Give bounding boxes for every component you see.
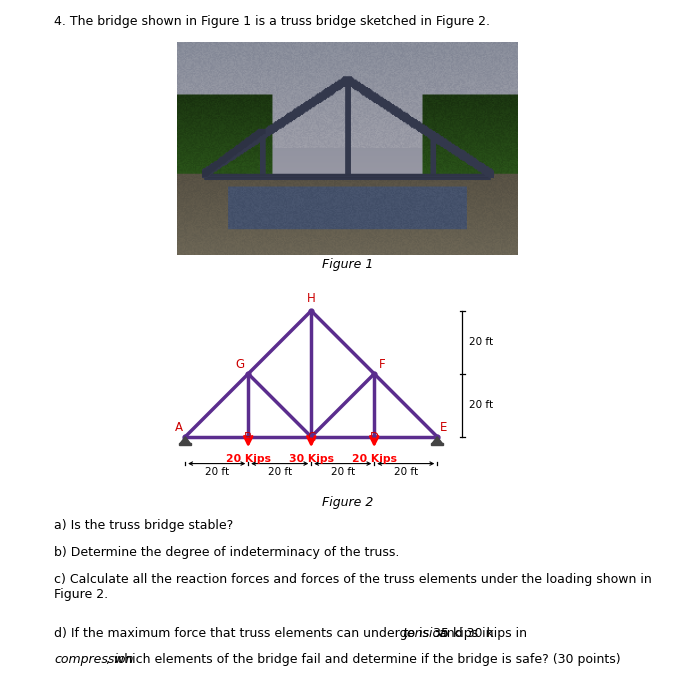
Text: 30 Kips: 30 Kips	[288, 454, 334, 464]
Text: d) If the maximum force that truss elements can undergo is 35 kips in: d) If the maximum force that truss eleme…	[54, 626, 498, 640]
Polygon shape	[432, 437, 442, 443]
Text: 20 ft: 20 ft	[204, 468, 229, 477]
Text: 20 ft: 20 ft	[468, 400, 493, 410]
Polygon shape	[431, 443, 443, 445]
Text: 20 ft: 20 ft	[331, 468, 354, 477]
Text: 20 Kips: 20 Kips	[352, 454, 397, 464]
Text: Figure 2: Figure 2	[322, 496, 373, 509]
Text: compression: compression	[54, 652, 133, 666]
Text: a) Is the truss bridge stable?: a) Is the truss bridge stable?	[54, 519, 234, 533]
Text: 20 ft: 20 ft	[468, 337, 493, 347]
Text: , which elements of the bridge fail and determine if the bridge is safe? (30 poi: , which elements of the bridge fail and …	[106, 652, 621, 666]
Polygon shape	[179, 443, 191, 445]
Text: 20 ft: 20 ft	[393, 468, 418, 477]
Text: 20 Kips: 20 Kips	[226, 454, 271, 464]
Text: D: D	[370, 430, 379, 444]
Text: C: C	[307, 430, 316, 444]
Text: 20 ft: 20 ft	[268, 468, 292, 477]
Text: E: E	[440, 421, 447, 434]
Text: G: G	[236, 358, 245, 371]
Text: B: B	[244, 430, 252, 444]
Polygon shape	[180, 437, 190, 443]
Text: H: H	[307, 291, 316, 304]
Text: tension: tension	[402, 626, 448, 640]
Text: and 30 kips in: and 30 kips in	[435, 626, 527, 640]
Text: b) Determine the degree of indeterminacy of the truss.: b) Determine the degree of indeterminacy…	[54, 546, 400, 559]
Text: c) Calculate all the reaction forces and forces of the truss elements under the : c) Calculate all the reaction forces and…	[54, 573, 652, 601]
Text: A: A	[175, 421, 183, 434]
Text: F: F	[379, 358, 386, 371]
Text: 4. The bridge shown in Figure 1 is a truss bridge sketched in Figure 2.: 4. The bridge shown in Figure 1 is a tru…	[54, 15, 490, 29]
Text: Figure 1: Figure 1	[322, 258, 373, 271]
